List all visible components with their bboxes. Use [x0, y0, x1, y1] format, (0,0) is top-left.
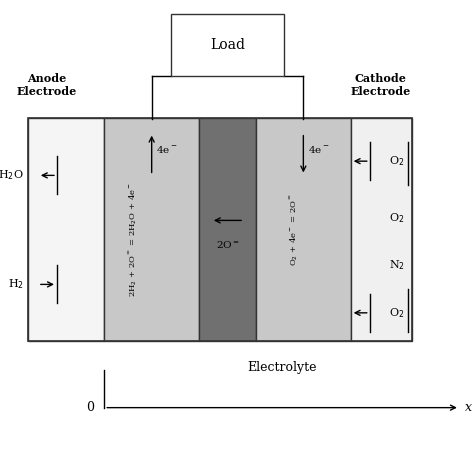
- Text: Anode
Electrode: Anode Electrode: [17, 73, 77, 97]
- Bar: [199, 118, 256, 341]
- Text: O$_2$: O$_2$: [389, 154, 404, 168]
- Bar: [171, 14, 284, 76]
- Bar: [28, 118, 104, 341]
- Bar: [351, 118, 412, 341]
- Text: 4e$^-$: 4e$^-$: [308, 144, 329, 155]
- Text: H$_2$: H$_2$: [8, 277, 24, 292]
- Text: 4e$^-$: 4e$^-$: [156, 144, 178, 155]
- Text: 0: 0: [86, 401, 94, 414]
- Text: N$_2$: N$_2$: [389, 258, 405, 273]
- Bar: [104, 118, 199, 341]
- Text: x: x: [465, 401, 472, 414]
- Text: Electrolyte: Electrolyte: [247, 362, 317, 374]
- Bar: [28, 118, 412, 341]
- Text: O$_2$: O$_2$: [389, 211, 404, 225]
- Text: 2H$_2$ + 2O$^{=}$ = 2H$_2$O + 4e$^-$: 2H$_2$ + 2O$^{=}$ = 2H$_2$O + 4e$^-$: [127, 182, 138, 297]
- Text: 2O$^{=}$: 2O$^{=}$: [216, 239, 239, 251]
- Bar: [256, 118, 351, 341]
- Text: H$_2$O: H$_2$O: [0, 168, 24, 182]
- Text: Load: Load: [210, 38, 245, 52]
- Text: O$_2$ + 4e$^-$ = 2O$^{=}$: O$_2$ + 4e$^-$ = 2O$^{=}$: [288, 193, 300, 266]
- Text: O$_2$: O$_2$: [389, 306, 404, 320]
- Text: Cathode
Electrode: Cathode Electrode: [351, 73, 411, 97]
